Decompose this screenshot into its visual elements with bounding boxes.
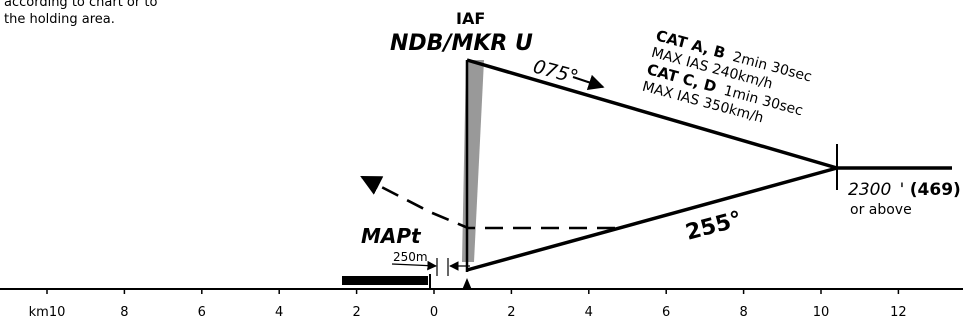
scale-tick-label: 10 (813, 305, 830, 320)
scale-tick-label: 8 (120, 305, 128, 320)
outbound-track-label: 075° (531, 56, 581, 89)
altitude-reference: (469) (910, 180, 961, 200)
iaf-label: IAF (456, 9, 485, 28)
scale-tick-label: 2 (352, 305, 360, 320)
altitude-suffix: ' (900, 180, 905, 200)
approach-funnel (462, 60, 484, 262)
scale-tick-label: 4 (275, 305, 283, 320)
scale-tick-label: 6 (198, 305, 206, 320)
navaid-label: NDB/MKR U (390, 31, 533, 56)
altitude-value: 2300 (848, 180, 891, 200)
procedure-note-line-2: the holding area. (4, 12, 115, 27)
inbound-track-label: 255° (683, 207, 744, 246)
outbound-leg-line (466, 58, 838, 170)
runway-bar (342, 276, 428, 285)
scale-tick-label: 6 (662, 305, 670, 320)
scale-tick-label: 8 (739, 305, 747, 320)
procedure-note: according to chart or to the holding are… (4, 0, 157, 28)
ndb-station-icon (462, 278, 472, 290)
scale-ticks: km10864202468101214 (29, 289, 907, 320)
scale-tick-label: 4 (585, 305, 593, 320)
inbound-leg-line (466, 166, 838, 272)
outbound-direction-arrow (572, 74, 605, 91)
altitude-note: or above (850, 202, 912, 218)
map-label: MAPt (361, 224, 422, 248)
scale-tick-label: km10 (29, 305, 66, 320)
distance-label: 250m (393, 250, 428, 264)
scale-tick-label: 2 (507, 305, 515, 320)
procedure-note-line-1: according to chart or to (4, 0, 158, 10)
altitude-label: 2300 ' (469) (848, 180, 961, 200)
missed-approach-path (360, 175, 615, 230)
scale-tick-label: 0 (430, 305, 438, 320)
distance-arrow (391, 260, 437, 271)
scale-tick-label: 12 (890, 305, 907, 320)
